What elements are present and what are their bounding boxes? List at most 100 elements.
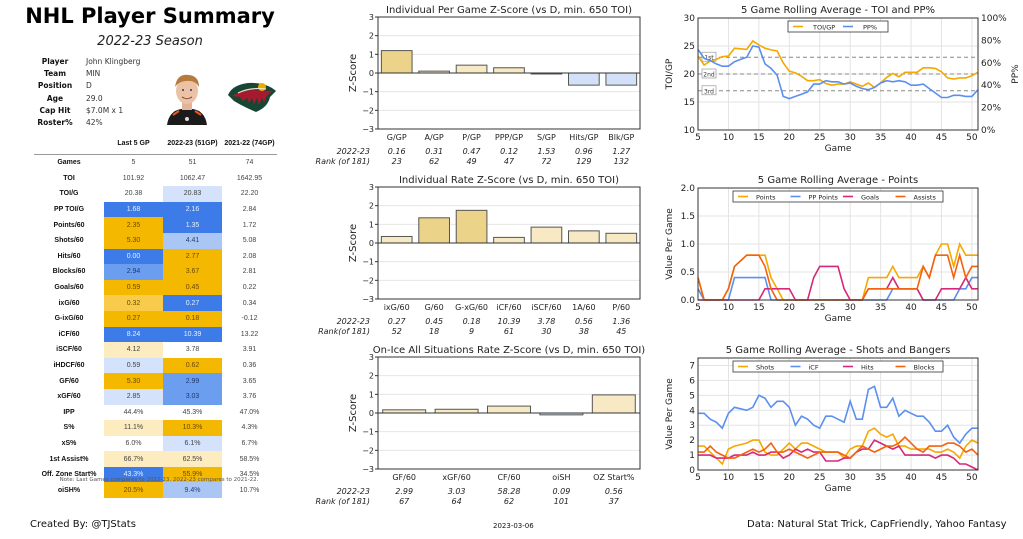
- stat-value: 6.7%: [241, 439, 258, 447]
- y-right-tick-label: 80%: [981, 36, 1001, 46]
- y-tick-label: 25: [684, 42, 695, 52]
- season-value-label: 0.09: [552, 487, 570, 496]
- header-last5: Last 5 GP: [117, 139, 150, 147]
- rank-label: 64: [452, 497, 462, 506]
- rank-label: 30: [541, 327, 551, 336]
- y-tick-label: 20: [684, 70, 696, 80]
- stat-label: Hits/60: [57, 252, 81, 260]
- y-tick-label: 1: [369, 50, 374, 59]
- y-tick-label: 0: [369, 69, 374, 78]
- x-tick-label: 10: [723, 303, 735, 313]
- table-row: iSCF/60 4.12 3.78 3.91: [34, 342, 277, 358]
- stat-value: 34.5%: [239, 471, 260, 479]
- x-tick-label: Hits/GP: [569, 133, 598, 142]
- stat-value: 10.3%: [163, 420, 222, 436]
- stat-value: 10.7%: [239, 486, 260, 494]
- stat-value: 74: [245, 159, 254, 167]
- season-value-label: 0.96: [575, 147, 593, 156]
- rank-label: 132: [614, 157, 629, 166]
- stat-label: Games: [57, 159, 81, 167]
- stat-value: 1062.47: [179, 174, 206, 182]
- stat-label: iSCF/60: [56, 346, 82, 354]
- season-value-label: 0.47: [463, 147, 482, 156]
- stat-value: 4.41: [163, 232, 222, 249]
- stat-label: ixG/60: [58, 299, 80, 307]
- stat-value: 2.81: [242, 268, 257, 276]
- stat-label: TOI: [63, 174, 75, 182]
- stat-value: 3.78: [185, 346, 200, 354]
- y-tick-label: −1: [362, 258, 374, 267]
- x-tick-label: PPP/GP: [495, 133, 523, 142]
- stat-value: 8.24: [104, 326, 163, 343]
- x-tick-label: ixG/60: [384, 303, 410, 312]
- x-axis-label: Game: [825, 314, 852, 324]
- x-tick-label: G/60: [425, 303, 444, 312]
- per-game-zscore-chart: Individual Per Game Z-Score (vs D, min. …: [316, 5, 641, 166]
- series-line-blocks: [698, 435, 979, 460]
- x-tick-label: 1A/60: [572, 303, 595, 312]
- y-tick-label: 1: [689, 451, 695, 461]
- player-info-row: Position D: [34, 80, 140, 92]
- y-tick-label: 0: [689, 466, 695, 476]
- table-row: oiSH% 20.5% 9.4% 10.7%: [34, 482, 277, 499]
- season-value-label: 0.45: [425, 317, 443, 326]
- info-value: 42%: [86, 118, 103, 128]
- info-value: D: [86, 81, 92, 91]
- rank-label: 38: [579, 327, 589, 336]
- rank-label: 61: [504, 327, 514, 336]
- header-prev-season: 2021-22 (74GP): [224, 139, 275, 147]
- stat-value: 10.39: [163, 326, 222, 343]
- stat-label: TOI/G: [59, 190, 79, 198]
- minnesota-wild-logo-icon: [228, 82, 276, 112]
- table-row: Shots/60 5.30 4.41 5.08: [34, 232, 277, 249]
- row-label-rank: Rank(of 181): [318, 327, 370, 336]
- y-tick-label: 3: [369, 13, 374, 22]
- stat-value: 0.34: [242, 299, 257, 307]
- x-tick-label: A/GP: [425, 133, 444, 142]
- stat-value: 66.7%: [104, 451, 163, 467]
- y-axis-label: Z-Score: [348, 394, 359, 432]
- bar: [591, 394, 636, 414]
- stat-label: xGF/60: [57, 393, 81, 401]
- bar: [493, 67, 525, 74]
- rank-label: 67: [399, 497, 410, 506]
- x-tick-label: 5: [695, 133, 701, 143]
- series-line-hits: [698, 439, 979, 471]
- stat-value: 2.16: [163, 201, 222, 218]
- x-tick-label: 40: [905, 133, 917, 143]
- stat-value: 44.4%: [123, 408, 144, 416]
- x-tick-label: 15: [753, 133, 764, 143]
- legend-box: [732, 360, 944, 373]
- x-tick-label: 40: [905, 303, 917, 313]
- stat-value: 2.08: [242, 252, 257, 260]
- y-tick-label: 0: [369, 409, 374, 418]
- stat-value: 1.35: [163, 217, 222, 233]
- stat-value: 0.27: [104, 310, 163, 327]
- bar: [380, 235, 413, 244]
- season-value-label: 0.16: [388, 147, 406, 156]
- y-tick-label: 0.5: [681, 268, 695, 278]
- stat-label: 1st Assist%: [49, 455, 89, 463]
- table-row: PP TOI/G 1.68 2.16 2.84: [34, 201, 277, 218]
- x-tick-label: iCF/60: [496, 303, 521, 312]
- stat-value: 43.3%: [104, 466, 163, 483]
- stat-label: Blocks/60: [52, 268, 86, 276]
- stat-value: 0.18: [163, 310, 222, 327]
- x-tick-label: 30: [844, 133, 856, 143]
- rank-label: 52: [392, 327, 402, 336]
- table-row: ixG/60 0.32 0.27 0.34: [34, 295, 277, 311]
- stat-label: IPP: [63, 408, 75, 416]
- y-axis-label: TOI/GP: [665, 58, 675, 90]
- y-tick-label: 15: [684, 98, 695, 108]
- stat-value: -0.12: [241, 315, 258, 323]
- stat-value: 13.22: [240, 330, 259, 338]
- info-key: Player: [41, 57, 69, 66]
- season-value-label: 1.36: [612, 317, 630, 326]
- y-tick-label: 1: [369, 390, 374, 399]
- chart-title: On-Ice All Situations Rate Z-Score (vs D…: [373, 345, 645, 356]
- rate-zscore-chart: Individual Rate Z-Score (vs D, min. 650 …: [318, 175, 641, 336]
- y-tick-label: 4: [689, 406, 695, 416]
- season-value-label: 2.99: [395, 487, 413, 496]
- series-line-pp-: [697, 45, 979, 100]
- y-tick-label: 0: [369, 239, 374, 248]
